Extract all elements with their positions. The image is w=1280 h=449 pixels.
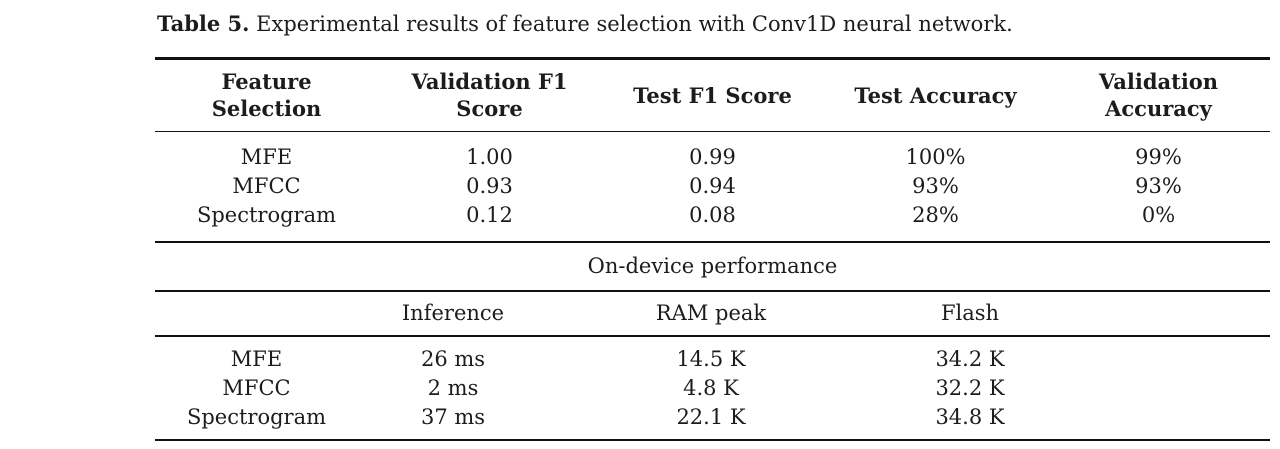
table-rule-section-divider: [155, 241, 1270, 243]
empty-cell: [1066, 403, 1270, 432]
col-header-ram-peak: RAM peak: [655, 301, 767, 325]
cell-validation-f1: 0.12: [466, 203, 513, 227]
cell-validation-accuracy: 0%: [1141, 203, 1176, 227]
cell-validation-f1: 1.00: [466, 145, 513, 169]
cell-feature: MFE: [240, 145, 293, 169]
header-line: Validation F1: [411, 69, 568, 94]
cell-validation-accuracy: 99%: [1135, 145, 1182, 169]
table-row: Spectrogram 37 ms 22.1 K 34.8 K: [155, 403, 1270, 432]
ondevice-header-row: Inference RAM peak Flash: [155, 292, 1270, 335]
cell-validation-f1: 0.93: [466, 174, 513, 198]
table-rule-below-section-heading: [155, 289, 1270, 292]
cell-test-f1: 0.08: [689, 203, 736, 227]
col-header-inference: Inference: [401, 301, 505, 325]
col-header-test-accuracy: Test Accuracy: [824, 82, 1047, 109]
table-row: MFCC 0.93 0.94 93% 93%: [155, 172, 1270, 201]
cell-inference: 26 ms: [420, 346, 486, 371]
col-header-flash: Flash: [940, 301, 1000, 325]
cell-feature: Spectrogram: [196, 203, 337, 227]
cell-flash: 32.2 K: [935, 375, 1005, 400]
cell-feature: MFE: [230, 346, 283, 371]
cell-test-accuracy: 100%: [905, 145, 966, 169]
table-row: MFE 26 ms 14.5 K 34.2 K: [155, 345, 1270, 374]
cell-test-accuracy: 28%: [912, 203, 959, 227]
cell-validation-accuracy: 93%: [1135, 174, 1182, 198]
main-body: MFE 1.00 0.99 100% 99% MFCC 0.93 0.94 93…: [155, 132, 1270, 241]
table-caption-label: Table 5.: [157, 11, 250, 36]
header-line: Test Accuracy: [854, 82, 1017, 108]
ondevice-body: MFE 26 ms 14.5 K 34.2 K MFCC 2 ms 4.8 K …: [155, 337, 1270, 439]
cell-flash: 34.8 K: [935, 404, 1005, 429]
results-table: Feature Selection Validation F1 Score Te…: [155, 57, 1270, 441]
table-rule-bottom: [155, 438, 1270, 441]
table-rule-below-ondevice-header: [155, 335, 1270, 337]
main-header-row: Feature Selection Validation F1 Score Te…: [155, 60, 1270, 131]
cell-test-f1: 0.94: [689, 174, 736, 198]
ondevice-section-heading: On-device performance: [155, 243, 1270, 290]
cell-test-f1: 0.99: [689, 145, 736, 169]
cell-feature: Spectrogram: [186, 404, 327, 429]
cell-inference: 2 ms: [427, 375, 479, 400]
col-header-test-f1-score: Test F1 Score: [601, 82, 824, 109]
table-row: MFE 1.00 0.99 100% 99%: [155, 143, 1270, 172]
header-line: Score: [456, 96, 523, 121]
header-line: Selection: [211, 96, 322, 121]
col-header-validation-accuracy: Validation Accuracy: [1047, 68, 1270, 122]
cell-ram-peak: 4.8 K: [683, 375, 739, 400]
table-row: MFCC 2 ms 4.8 K 32.2 K: [155, 374, 1270, 403]
cell-ram-peak: 22.1 K: [676, 404, 746, 429]
header-line: Feature: [221, 69, 312, 94]
header-line: Accuracy: [1105, 96, 1212, 121]
header-line: Test F1 Score: [633, 82, 792, 108]
table-caption: Table 5. Experimental results of feature…: [157, 10, 1013, 38]
empty-cell: [1066, 374, 1270, 403]
table-caption-text: Experimental results of feature selectio…: [256, 12, 1013, 36]
cell-ram-peak: 14.5 K: [676, 346, 746, 371]
cell-test-accuracy: 93%: [912, 174, 959, 198]
header-line: Validation: [1098, 69, 1219, 94]
empty-cell: [1066, 345, 1270, 374]
table-rule-top: [155, 57, 1270, 60]
col-header-validation-f1-score: Validation F1 Score: [378, 68, 601, 122]
cell-flash: 34.2 K: [935, 346, 1005, 371]
ondevice-heading-text: On-device performance: [587, 254, 838, 278]
col-header-feature-selection: Feature Selection: [155, 68, 378, 122]
cell-feature: MFCC: [222, 375, 291, 400]
cell-inference: 37 ms: [420, 404, 486, 429]
table-row: Spectrogram 0.12 0.08 28% 0%: [155, 201, 1270, 230]
cell-feature: MFCC: [232, 174, 301, 198]
table-rule-below-header: [155, 130, 1270, 132]
